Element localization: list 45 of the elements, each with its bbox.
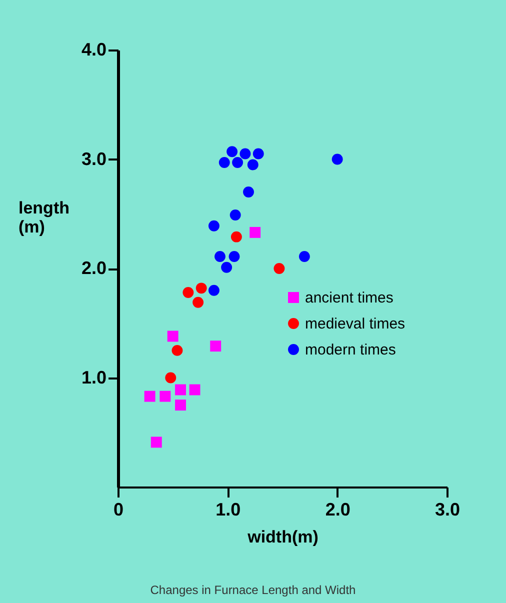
legend-label: medieval times [305, 316, 406, 332]
point [218, 157, 230, 168]
point [274, 263, 285, 274]
x-tick-label: 2.0 [325, 500, 350, 520]
y-axis-title: length (m) [18, 198, 70, 236]
point [240, 148, 251, 160]
point [250, 226, 261, 238]
point [210, 340, 222, 352]
point [175, 400, 186, 411]
y-tick-label: 4.0 [81, 40, 106, 60]
point [208, 220, 220, 232]
point [221, 262, 232, 273]
point [144, 390, 156, 402]
x-tick-label: 1.0 [216, 500, 241, 520]
text: Changes in Furnace Length and Width [150, 583, 356, 597]
point [247, 159, 258, 170]
point [243, 186, 254, 198]
point [228, 251, 240, 262]
x-axis-title: width(m) [246, 528, 318, 546]
legend-label: modern times [305, 342, 396, 358]
point [192, 296, 204, 308]
x-tick-label: 3.0 [434, 500, 460, 520]
point [226, 146, 238, 158]
point [196, 282, 207, 294]
y-tick-label: 1.0 [81, 367, 106, 388]
point [172, 344, 183, 356]
y-tick-label: 2.0 [81, 258, 106, 278]
point [182, 287, 194, 298]
point [230, 231, 242, 242]
point [165, 372, 176, 384]
point [208, 284, 220, 296]
point [230, 210, 241, 220]
y-tick-label: 3.0 [81, 148, 106, 169]
point [150, 436, 162, 448]
point [160, 390, 171, 402]
point [332, 154, 343, 165]
point [298, 251, 310, 262]
point [214, 251, 226, 262]
point [167, 330, 178, 342]
point [189, 384, 200, 396]
point [232, 157, 244, 168]
point [175, 384, 186, 396]
legend-label: ancient times [305, 290, 394, 306]
point [252, 148, 264, 160]
x-tick-label: 0 [113, 500, 124, 520]
